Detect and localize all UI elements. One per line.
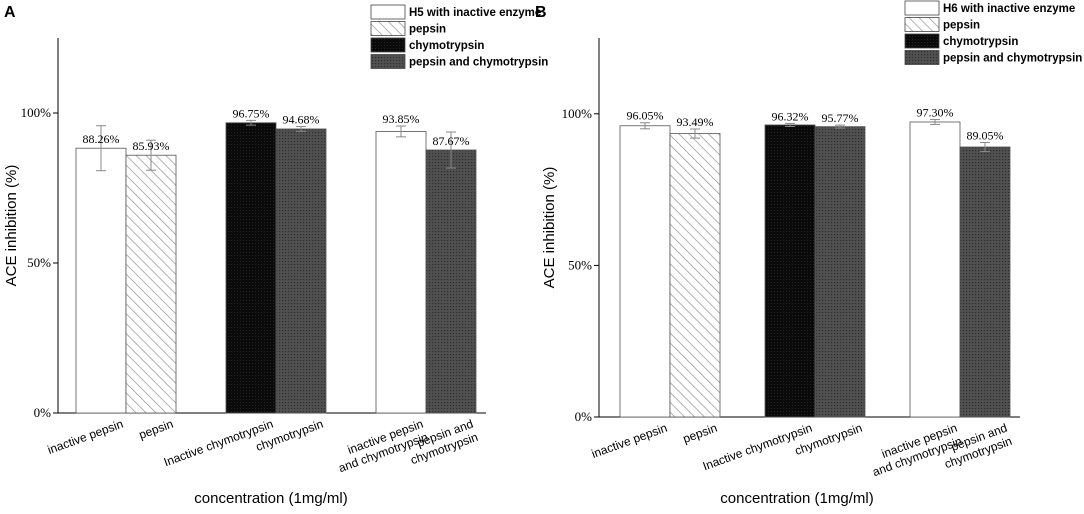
- y-axis-title: ACE inhibition (%): [3, 165, 20, 287]
- legend-swatch: [904, 17, 940, 32]
- bar: [375, 131, 427, 414]
- panel-b: B 0% 50% 100% ACE inhibition (%) concentratio…: [535, 0, 1082, 507]
- bar: [425, 149, 477, 414]
- data-label: 96.75%: [233, 106, 270, 120]
- bar: [814, 126, 866, 418]
- panel-a: A 0% 50% 100% ACE inhibition (%) concentratio…: [3, 4, 548, 507]
- bar: [909, 121, 961, 418]
- legend-swatch: [370, 37, 406, 53]
- panel-letter: A: [4, 4, 16, 21]
- bar: [125, 154, 177, 414]
- x-tick-label: pepsin: [681, 421, 719, 446]
- bar: [669, 133, 721, 418]
- legend-entry: chymotrypsin: [943, 36, 1018, 48]
- panel-letter: B: [535, 4, 547, 21]
- x-tick-label: inactive pepsin: [590, 421, 669, 461]
- data-label: 87.67%: [433, 134, 470, 148]
- x-tick-label-line: inactive pepsin: [46, 417, 125, 457]
- y-tick-label: 50%: [27, 255, 51, 270]
- y-tick-label: 100%: [562, 106, 593, 121]
- legend-entry: pepsin: [409, 24, 446, 36]
- legend-swatch: [904, 33, 940, 49]
- legend-entry: pepsin: [943, 20, 980, 32]
- legend-swatch: [370, 54, 406, 69]
- x-tick-label: pepsin: [137, 417, 175, 442]
- bar: [764, 124, 816, 418]
- legend-entry: H5 with inactive enzyme: [409, 7, 541, 19]
- legend-entry: pepsin and chymotrypsin: [943, 53, 1082, 65]
- legend-entry: H6 with inactive enzyme: [943, 3, 1075, 15]
- legend-swatch: [370, 21, 406, 36]
- bar: [959, 146, 1011, 418]
- data-label: 89.05%: [967, 128, 1004, 142]
- y-axis-title: ACE inhibition (%): [541, 167, 558, 289]
- y-tick-label: 0%: [575, 409, 593, 424]
- bar: [619, 125, 671, 418]
- legend-swatch: [370, 4, 406, 20]
- x-tick-label-line: pepsin: [681, 421, 719, 446]
- y-tick-label: 0%: [34, 405, 52, 420]
- data-label: 96.32%: [772, 109, 809, 123]
- bar: [225, 122, 277, 414]
- x-tick-label: inactive pepsin: [46, 417, 125, 457]
- data-label: 97.30%: [917, 106, 954, 120]
- x-axis-title: concentration (1mg/ml): [720, 490, 873, 507]
- legend-swatch: [904, 0, 940, 16]
- data-label: 93.85%: [383, 112, 420, 126]
- data-label: 93.49%: [677, 115, 714, 129]
- legend-entry: pepsin and chymotrypsin: [409, 57, 548, 69]
- x-tick-label-line: pepsin: [137, 417, 175, 442]
- data-label: 96.05%: [627, 109, 664, 123]
- x-tick-label-line: inactive pepsin: [590, 421, 669, 461]
- y-tick-label: 100%: [21, 105, 52, 120]
- data-label: 94.68%: [283, 113, 320, 127]
- legend-entry: chymotrypsin: [409, 40, 484, 52]
- bar: [75, 147, 127, 414]
- data-label: 88.26%: [83, 132, 120, 146]
- data-label: 85.93%: [133, 139, 170, 153]
- x-axis-title: concentration (1mg/ml): [194, 490, 347, 507]
- y-tick-label: 50%: [568, 257, 592, 272]
- data-label: 95.77%: [822, 111, 859, 125]
- legend-swatch: [904, 50, 940, 65]
- bar: [275, 128, 327, 414]
